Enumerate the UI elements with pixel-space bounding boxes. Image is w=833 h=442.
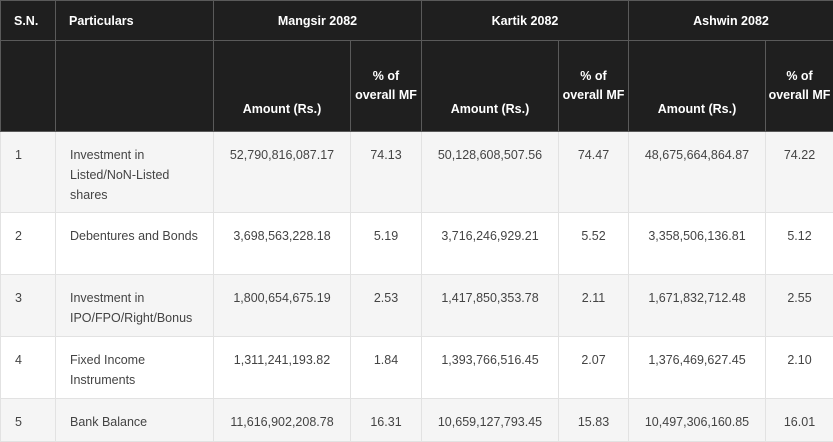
amount-kartik: 1,417,850,353.78: [422, 275, 559, 337]
row-sn: 2: [1, 213, 56, 275]
row-sn: 1: [1, 132, 56, 213]
pct-ashwin: 74.22: [766, 132, 833, 213]
table-row: 5 Bank Balance 11,616,902,208.78 16.31 1…: [1, 399, 833, 442]
pct-ashwin: 16.01: [766, 399, 833, 442]
header-pct-kartik: % of overall MF: [559, 41, 629, 132]
header-row-periods: S.N. Particulars Mangsir 2082 Kartik 208…: [1, 1, 833, 41]
pct-kartik: 2.11: [559, 275, 629, 337]
amount-mangsir: 1,311,241,193.82: [214, 337, 351, 399]
amount-ashwin: 10,497,306,160.85: [629, 399, 766, 442]
pct-ashwin: 2.55: [766, 275, 833, 337]
row-particular: Fixed Income Instruments: [56, 337, 214, 399]
header-pct-mangsir: % of overall MF: [351, 41, 422, 132]
table-body: 1 Investment in Listed/NoN-Listed shares…: [1, 132, 833, 442]
amount-kartik: 50,128,608,507.56: [422, 132, 559, 213]
header-period-mangsir: Mangsir 2082: [214, 1, 422, 41]
pct-mangsir: 5.19: [351, 213, 422, 275]
row-sn: 3: [1, 275, 56, 337]
table-row: 1 Investment in Listed/NoN-Listed shares…: [1, 132, 833, 213]
header-period-kartik: Kartik 2082: [422, 1, 629, 41]
amount-ashwin: 3,358,506,136.81: [629, 213, 766, 275]
row-particular: Investment in Listed/NoN-Listed shares: [56, 132, 214, 213]
header-empty-sn: [1, 41, 56, 132]
amount-ashwin: 1,376,469,627.45: [629, 337, 766, 399]
table-row: 2 Debentures and Bonds 3,698,563,228.18 …: [1, 213, 833, 275]
row-sn: 5: [1, 399, 56, 442]
pct-mangsir: 74.13: [351, 132, 422, 213]
header-amount-ashwin: Amount (Rs.): [629, 41, 766, 132]
amount-mangsir: 52,790,816,087.17: [214, 132, 351, 213]
header-row-columns: Amount (Rs.) % of overall MF Amount (Rs.…: [1, 41, 833, 132]
header-period-ashwin: Ashwin 2082: [629, 1, 833, 41]
pct-kartik: 5.52: [559, 213, 629, 275]
pct-kartik: 74.47: [559, 132, 629, 213]
amount-mangsir: 3,698,563,228.18: [214, 213, 351, 275]
pct-ashwin: 5.12: [766, 213, 833, 275]
pct-mangsir: 16.31: [351, 399, 422, 442]
pct-mangsir: 2.53: [351, 275, 422, 337]
header-pct-ashwin: % of overall MF: [766, 41, 833, 132]
header-empty-particulars: [56, 41, 214, 132]
pct-mangsir: 1.84: [351, 337, 422, 399]
header-particulars: Particulars: [56, 1, 214, 41]
amount-ashwin: 1,671,832,712.48: [629, 275, 766, 337]
header-amount-kartik: Amount (Rs.): [422, 41, 559, 132]
amount-ashwin: 48,675,664,864.87: [629, 132, 766, 213]
table-header: S.N. Particulars Mangsir 2082 Kartik 208…: [1, 1, 833, 132]
row-sn: 4: [1, 337, 56, 399]
amount-kartik: 10,659,127,793.45: [422, 399, 559, 442]
header-amount-mangsir: Amount (Rs.): [214, 41, 351, 132]
table-row: 4 Fixed Income Instruments 1,311,241,193…: [1, 337, 833, 399]
amount-kartik: 1,393,766,516.45: [422, 337, 559, 399]
row-particular: Debentures and Bonds: [56, 213, 214, 275]
table-row: 3 Investment in IPO/FPO/Right/Bonus 1,80…: [1, 275, 833, 337]
amount-kartik: 3,716,246,929.21: [422, 213, 559, 275]
pct-kartik: 15.83: [559, 399, 629, 442]
row-particular: Bank Balance: [56, 399, 214, 442]
row-particular: Investment in IPO/FPO/Right/Bonus: [56, 275, 214, 337]
amount-mangsir: 11,616,902,208.78: [214, 399, 351, 442]
pct-ashwin: 2.10: [766, 337, 833, 399]
pct-kartik: 2.07: [559, 337, 629, 399]
amount-mangsir: 1,800,654,675.19: [214, 275, 351, 337]
header-sn: S.N.: [1, 1, 56, 41]
